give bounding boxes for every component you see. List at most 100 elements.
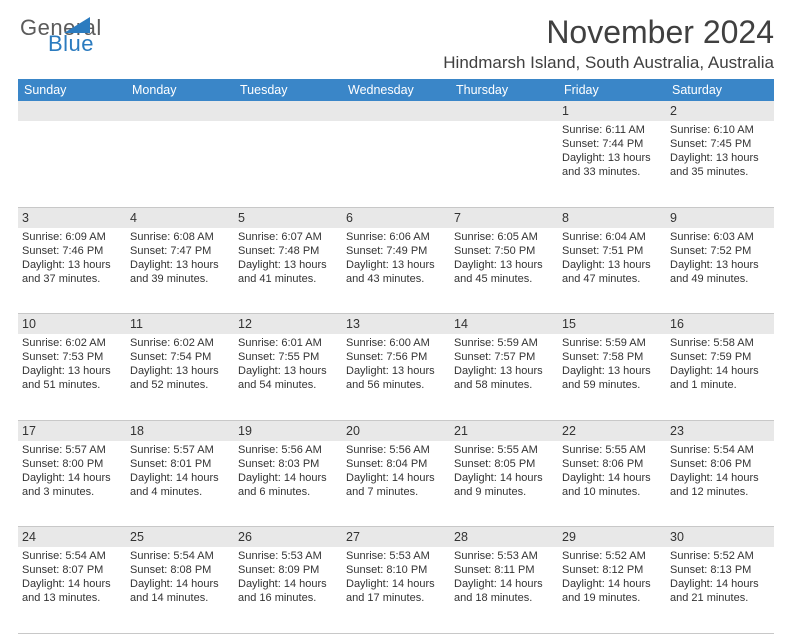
day-number: 20 [346,424,360,438]
day-cell: Sunrise: 6:01 AMSunset: 7:55 PMDaylight:… [234,334,342,420]
day-cell: Sunrise: 5:56 AMSunset: 8:03 PMDaylight:… [234,441,342,527]
day-details: Sunrise: 5:56 AMSunset: 8:04 PMDaylight:… [346,443,446,499]
day-number-cell: 4 [126,207,234,228]
week-number-row: 12 [18,101,774,121]
day-number-cell: 9 [666,207,774,228]
day-number: 24 [22,530,36,544]
day-number: 21 [454,424,468,438]
day-cell: Sunrise: 5:54 AMSunset: 8:07 PMDaylight:… [18,547,126,633]
day-number-cell: 18 [126,420,234,441]
day-number-cell [342,101,450,121]
week-content-row: Sunrise: 6:09 AMSunset: 7:46 PMDaylight:… [18,228,774,314]
day-cell: Sunrise: 6:10 AMSunset: 7:45 PMDaylight:… [666,121,774,207]
day-details: Sunrise: 6:02 AMSunset: 7:54 PMDaylight:… [130,336,230,392]
day-number-cell: 12 [234,314,342,335]
day-details: Sunrise: 6:01 AMSunset: 7:55 PMDaylight:… [238,336,338,392]
day-number-cell: 7 [450,207,558,228]
day-number-cell: 30 [666,527,774,548]
day-cell: Sunrise: 5:57 AMSunset: 8:00 PMDaylight:… [18,441,126,527]
day-number-cell: 10 [18,314,126,335]
day-header: Thursday [450,79,558,101]
day-number-cell [126,101,234,121]
day-cell: Sunrise: 6:09 AMSunset: 7:46 PMDaylight:… [18,228,126,314]
day-cell: Sunrise: 5:54 AMSunset: 8:06 PMDaylight:… [666,441,774,527]
day-number-cell [234,101,342,121]
day-header: Saturday [666,79,774,101]
week-number-row: 24252627282930 [18,527,774,548]
day-cell [18,121,126,207]
header: General Blue November 2024 Hindmarsh Isl… [18,14,774,73]
day-header: Wednesday [342,79,450,101]
day-number: 2 [670,104,677,118]
day-number: 11 [130,317,143,331]
day-number-cell: 3 [18,207,126,228]
day-cell: Sunrise: 6:11 AMSunset: 7:44 PMDaylight:… [558,121,666,207]
day-number-cell: 23 [666,420,774,441]
day-cell: Sunrise: 5:52 AMSunset: 8:13 PMDaylight:… [666,547,774,633]
day-number-cell: 28 [450,527,558,548]
day-cell [234,121,342,207]
day-number: 19 [238,424,252,438]
day-number: 23 [670,424,684,438]
day-cell: Sunrise: 5:53 AMSunset: 8:11 PMDaylight:… [450,547,558,633]
day-cell: Sunrise: 5:53 AMSunset: 8:10 PMDaylight:… [342,547,450,633]
calendar-table: SundayMondayTuesdayWednesdayThursdayFrid… [18,79,774,634]
day-number: 13 [346,317,360,331]
day-cell: Sunrise: 6:00 AMSunset: 7:56 PMDaylight:… [342,334,450,420]
day-number-cell: 15 [558,314,666,335]
brand-logo: General Blue [18,14,90,54]
day-cell: Sunrise: 5:55 AMSunset: 8:06 PMDaylight:… [558,441,666,527]
day-number: 17 [22,424,36,438]
day-number-cell: 14 [450,314,558,335]
week-content-row: Sunrise: 6:11 AMSunset: 7:44 PMDaylight:… [18,121,774,207]
day-number-cell: 21 [450,420,558,441]
week-number-row: 17 18 19 20 21 22 23 [18,420,774,441]
day-number: 14 [454,317,468,331]
week-content-row: Sunrise: 5:57 AMSunset: 8:00 PMDaylight:… [18,441,774,527]
day-details: Sunrise: 5:52 AMSunset: 8:13 PMDaylight:… [670,549,770,605]
day-number-cell: 17 [18,420,126,441]
day-number: 15 [562,317,576,331]
day-cell: Sunrise: 5:52 AMSunset: 8:12 PMDaylight:… [558,547,666,633]
day-number: 5 [238,211,245,225]
day-details: Sunrise: 6:00 AMSunset: 7:56 PMDaylight:… [346,336,446,392]
day-details: Sunrise: 5:56 AMSunset: 8:03 PMDaylight:… [238,443,338,499]
day-number: 30 [670,530,684,544]
day-header: Friday [558,79,666,101]
day-header: Monday [126,79,234,101]
day-details: Sunrise: 5:53 AMSunset: 8:10 PMDaylight:… [346,549,446,605]
day-number: 1 [562,104,569,118]
day-details: Sunrise: 5:54 AMSunset: 8:06 PMDaylight:… [670,443,770,499]
day-number-cell: 25 [126,527,234,548]
day-number-cell: 8 [558,207,666,228]
day-number-cell: 29 [558,527,666,548]
day-details: Sunrise: 5:57 AMSunset: 8:00 PMDaylight:… [22,443,122,499]
day-number: 28 [454,530,468,544]
day-details: Sunrise: 5:54 AMSunset: 8:07 PMDaylight:… [22,549,122,605]
day-header-row: SundayMondayTuesdayWednesdayThursdayFrid… [18,79,774,101]
day-number-cell: 5 [234,207,342,228]
day-cell: Sunrise: 5:57 AMSunset: 8:01 PMDaylight:… [126,441,234,527]
day-number: 7 [454,211,461,225]
day-number-cell: 1 [558,101,666,121]
day-number: 12 [238,317,252,331]
day-cell [450,121,558,207]
week-number-row: 10111213141516 [18,314,774,335]
day-number: 22 [562,424,576,438]
week-content-row: Sunrise: 5:54 AMSunset: 8:07 PMDaylight:… [18,547,774,633]
location-subtitle: Hindmarsh Island, South Australia, Austr… [443,53,774,73]
day-cell: Sunrise: 6:02 AMSunset: 7:54 PMDaylight:… [126,334,234,420]
day-details: Sunrise: 5:59 AMSunset: 7:58 PMDaylight:… [562,336,662,392]
day-number: 26 [238,530,252,544]
day-details: Sunrise: 6:06 AMSunset: 7:49 PMDaylight:… [346,230,446,286]
day-number: 8 [562,211,569,225]
day-header: Tuesday [234,79,342,101]
day-number-cell: 6 [342,207,450,228]
day-cell: Sunrise: 5:58 AMSunset: 7:59 PMDaylight:… [666,334,774,420]
title-block: November 2024 Hindmarsh Island, South Au… [443,14,774,73]
day-cell: Sunrise: 5:59 AMSunset: 7:58 PMDaylight:… [558,334,666,420]
day-number-cell [18,101,126,121]
day-number: 10 [22,317,36,331]
triangle-icon [64,15,90,38]
day-cell [126,121,234,207]
